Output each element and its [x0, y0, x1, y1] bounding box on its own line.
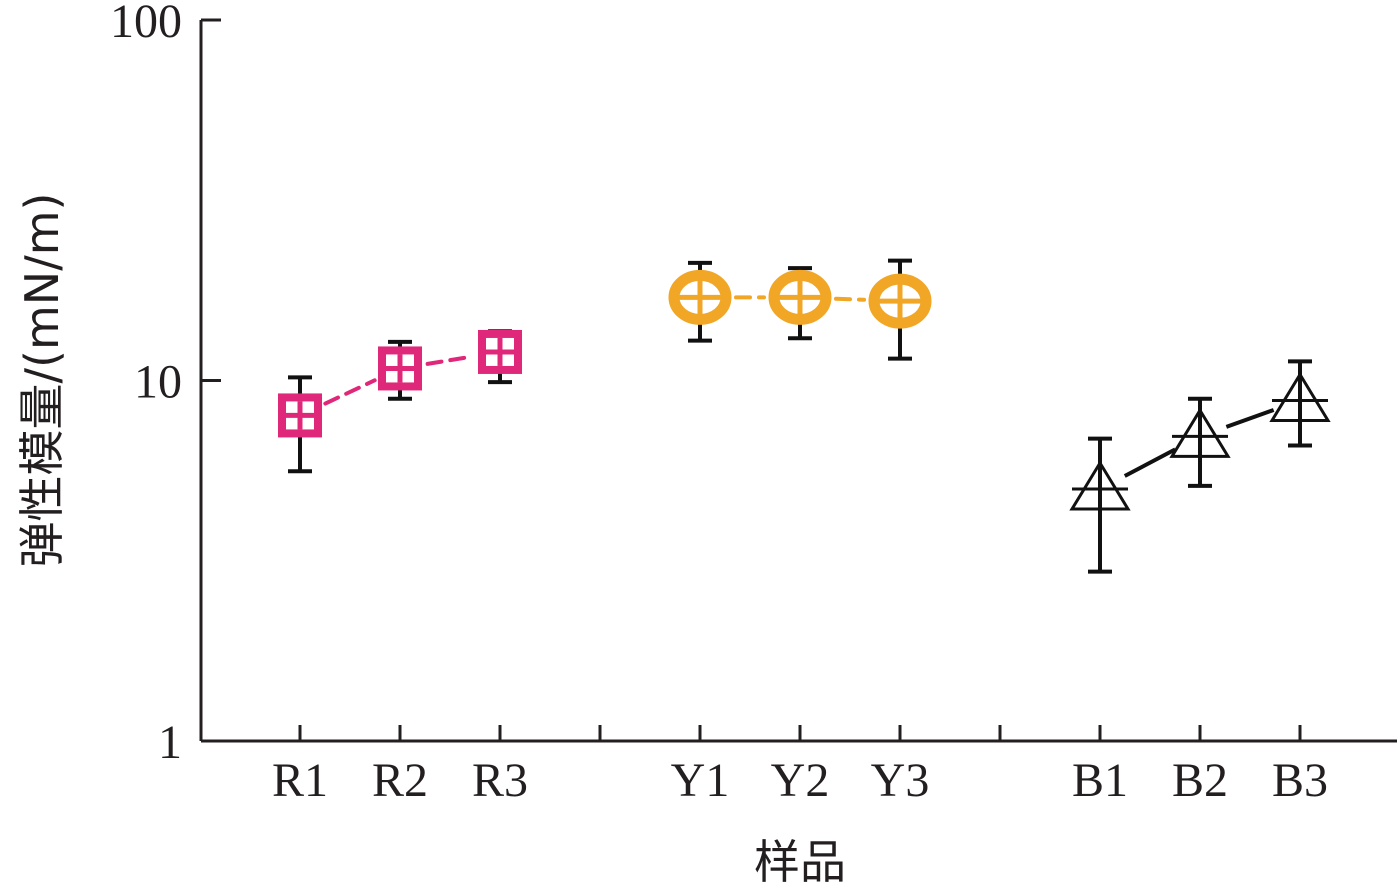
series-connector	[425, 354, 475, 366]
x-tick-label: Y2	[771, 754, 830, 807]
series-group-2	[668, 258, 932, 361]
x-tick-label: R3	[472, 754, 528, 807]
y-tick-label: 100	[110, 0, 182, 48]
series-connector	[1123, 447, 1177, 478]
data-point-triangle	[1169, 407, 1231, 458]
series-connector	[833, 296, 867, 302]
y-axis-title: 弹性模量/(mN/m)	[15, 193, 69, 568]
data-point-triangle	[1269, 371, 1331, 423]
x-tick-label: R2	[372, 754, 428, 807]
data-point-circle	[768, 269, 832, 325]
data-point-circle	[868, 273, 932, 329]
x-ticks: R1 R2 R3 Y1 Y2 Y3 B1 B2 B3	[272, 725, 1328, 807]
plot-area	[278, 258, 1331, 574]
x-tick-label: Y1	[671, 754, 730, 807]
x-tick-label: B1	[1072, 754, 1128, 807]
series-connector	[1225, 408, 1275, 429]
series-connector	[323, 378, 377, 406]
y-ticks: 1 10 100	[110, 0, 221, 769]
x-axis-title: 样品	[754, 835, 846, 888]
x-tick-label: R1	[272, 754, 328, 807]
data-point-triangle	[1069, 460, 1131, 511]
series-group-1	[278, 329, 522, 474]
y-tick-label: 1	[158, 716, 182, 769]
x-tick-label: Y3	[871, 754, 930, 807]
x-tick-label: B2	[1172, 754, 1228, 807]
series-group-3	[1069, 359, 1331, 574]
x-tick-label: B3	[1272, 754, 1328, 807]
y-tick-label: 10	[134, 356, 182, 409]
data-point-circle	[668, 269, 732, 325]
